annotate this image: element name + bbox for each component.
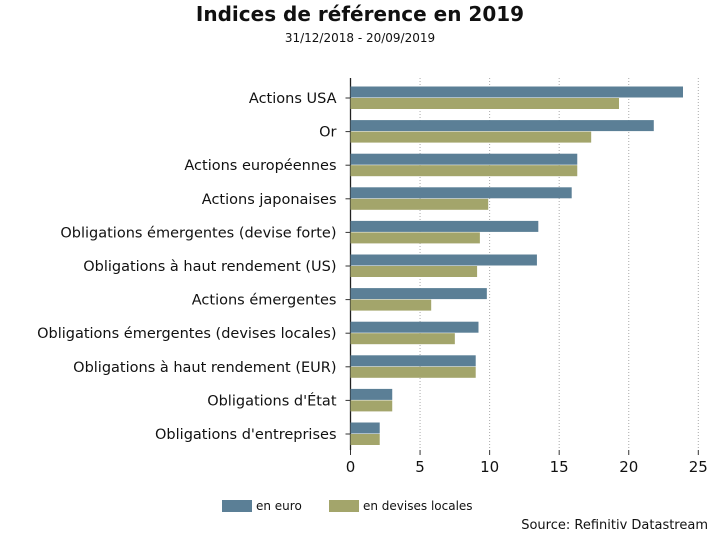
bar-local	[350, 165, 578, 177]
category-label: Obligations à haut rendement (US)	[83, 259, 336, 275]
chart-title: Indices de référence en 2019	[195, 2, 525, 26]
category-label: Obligations d'entreprises	[155, 427, 336, 443]
category-label: Obligations d'État	[207, 392, 337, 409]
x-tick-label: 25	[689, 458, 708, 476]
category-label: Actions USA	[249, 91, 337, 107]
source-note: Source: Refinitiv Datastream	[521, 518, 708, 533]
legend-label: en devises locales	[363, 499, 473, 513]
category-label: Obligations émergentes (devises locales)	[37, 326, 336, 342]
bar-euro	[350, 153, 578, 165]
x-tick-label: 0	[346, 458, 356, 476]
bar-euro	[350, 187, 572, 199]
bar-euro	[350, 120, 654, 132]
bar-local	[350, 266, 478, 277]
bar-local	[350, 131, 592, 143]
x-tick-label: 15	[550, 458, 569, 476]
x-tick-label: 20	[619, 458, 638, 476]
bar-local	[350, 400, 393, 412]
x-tick-label: 5	[415, 458, 425, 476]
category-label: Actions japonaises	[202, 192, 337, 208]
category-label: Obligations émergentes (devise forte)	[60, 225, 336, 241]
category-label: Obligations à haut rendement (EUR)	[73, 360, 336, 376]
bar-local	[350, 198, 489, 210]
bar-local	[350, 299, 432, 311]
category-label: Actions européennes	[184, 158, 336, 174]
category-label: Actions émergentes	[192, 293, 337, 309]
legend-swatch	[329, 500, 359, 512]
bar-local	[350, 434, 380, 445]
bar-local	[350, 232, 480, 244]
bar-euro	[350, 355, 476, 367]
bar-euro	[350, 220, 539, 232]
legend-label: en euro	[256, 499, 302, 513]
bar-euro	[350, 321, 479, 333]
bar-euro	[350, 254, 537, 266]
bar-euro	[350, 86, 683, 98]
x-tick-label: 10	[480, 458, 499, 476]
chart-subtitle: 31/12/2018 - 20/09/2019	[284, 31, 436, 45]
category-label: Or	[319, 125, 336, 141]
bar-local	[350, 333, 455, 345]
legend-swatch	[222, 500, 252, 512]
bar-euro	[350, 288, 487, 300]
bar-euro	[350, 388, 393, 400]
bar-local	[350, 366, 476, 378]
bar-euro	[350, 422, 380, 434]
bar-local	[350, 98, 620, 109]
